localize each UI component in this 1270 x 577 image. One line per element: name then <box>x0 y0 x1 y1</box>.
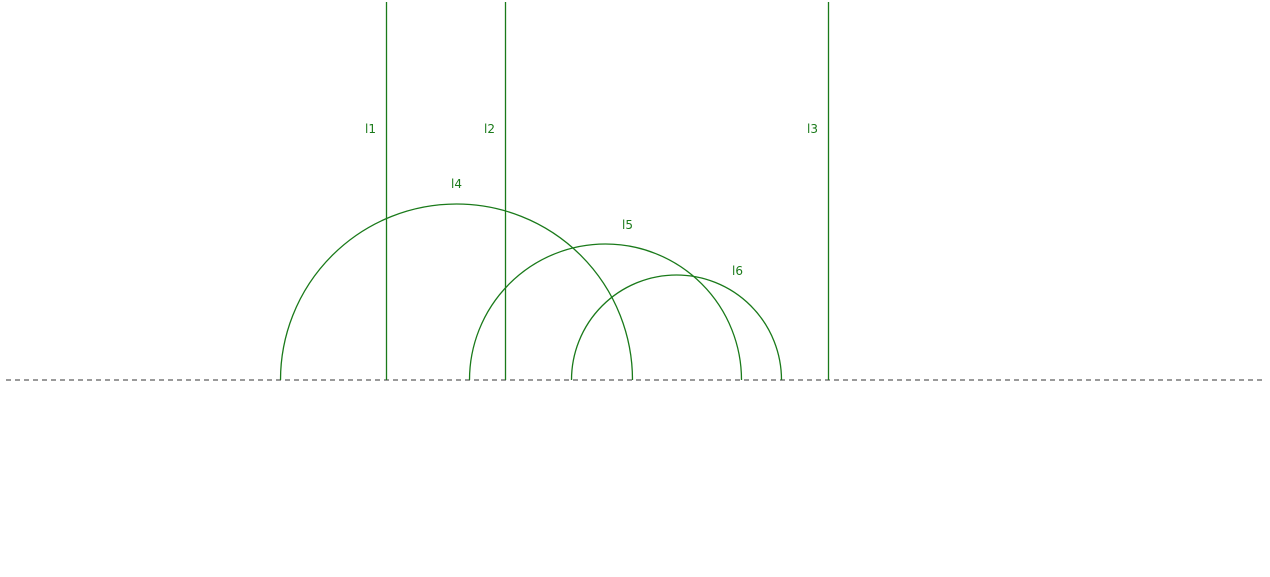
label-l2: l2 <box>484 122 495 136</box>
label-l3: l3 <box>807 122 818 136</box>
label-l5: l5 <box>622 218 633 232</box>
label-l6: l6 <box>732 264 743 278</box>
geodesic-l4 <box>279 203 634 381</box>
geodesic-l5 <box>468 243 743 381</box>
label-l1: l1 <box>365 122 376 136</box>
geodesic-l6 <box>570 274 783 381</box>
label-l4: l4 <box>451 177 462 191</box>
